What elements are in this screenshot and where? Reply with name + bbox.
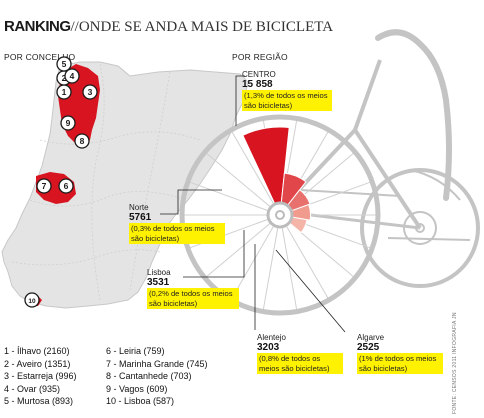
map-marker-5: 5 bbox=[56, 56, 72, 72]
map-marker-circle bbox=[58, 178, 74, 194]
map-marker-10: 10 bbox=[24, 292, 40, 308]
map-marker-label: 2 bbox=[62, 73, 67, 83]
map-marker-7: 7 bbox=[36, 178, 52, 194]
callout-algarve: Algarve 2525 (1% de todos os meios são b… bbox=[357, 333, 443, 374]
callout-algarve-note: (1% de todos os meios são bicicletas) bbox=[357, 353, 443, 374]
ranking-item: 3 - Estarreja (996) bbox=[4, 371, 77, 381]
map-marker-circle bbox=[56, 56, 72, 72]
map-marker-label: 10 bbox=[28, 298, 36, 305]
pie-slice-centro bbox=[242, 126, 290, 217]
callout-centro: CENTRO 15 858 (1,3% de todos os meios sã… bbox=[242, 70, 332, 111]
map-marker-6: 6 bbox=[58, 178, 74, 194]
ranking-item: 7 - Marinha Grande (745) bbox=[106, 358, 208, 369]
wheel-spoke bbox=[231, 131, 281, 216]
callout-norte: Norte 5761 (0,3% de todos os meios são b… bbox=[129, 203, 225, 244]
ranking-item: 5 - Murtosa (893) bbox=[4, 396, 74, 406]
map-marker-label: 8 bbox=[80, 136, 85, 146]
title-sub: //ONDE SE ANDA MAIS DE BICICLETA bbox=[70, 19, 334, 35]
map-marker-circle bbox=[60, 115, 76, 131]
ranking-item: 4 - Ovar (935) bbox=[4, 383, 61, 394]
map-marker-label: 9 bbox=[66, 118, 71, 128]
map-marker-circle bbox=[82, 84, 98, 100]
pie-slice-alentejo bbox=[278, 203, 312, 221]
section-label-municipality: POR CONCELHO bbox=[4, 52, 76, 62]
wheel-spoke bbox=[206, 152, 281, 216]
ranking-list-left: 1 - Ílhavo (2160) 2 - Aveiro (1351) 3 - … bbox=[4, 345, 77, 408]
map-marker-label: 7 bbox=[42, 181, 47, 191]
ranking-item: 2 - Aveiro (1351) bbox=[4, 358, 71, 369]
callout-norte-value: 5761 bbox=[129, 212, 152, 223]
callout-alentejo: Alentejo 3203 (0,8% de todos os meios sã… bbox=[257, 333, 343, 374]
leader-lines bbox=[160, 75, 346, 333]
callout-lisboa-name: Lisboa bbox=[147, 268, 171, 277]
callout-centro-value: 15 858 bbox=[242, 79, 273, 90]
map-marker-4: 4 bbox=[64, 68, 80, 84]
map-marker-circle bbox=[36, 178, 52, 194]
page-title: RANKING//ONDE SE ANDA MAIS DE BICICLETA bbox=[4, 18, 333, 36]
leader-algarve bbox=[275, 249, 346, 333]
map-marker-1: 1 bbox=[56, 84, 72, 100]
callout-alentejo-name: Alentejo bbox=[257, 333, 286, 342]
ranking-item: 1 - Ílhavo (2160) bbox=[4, 346, 70, 356]
wheel-spoke bbox=[231, 214, 281, 299]
map-marker-label: 1 bbox=[62, 87, 67, 97]
wheel-spoke bbox=[206, 214, 281, 278]
map-marker-8: 8 bbox=[74, 133, 90, 149]
map-marker-3: 3 bbox=[82, 84, 98, 100]
map-marker-circle bbox=[64, 68, 80, 84]
wheel-spoke bbox=[279, 214, 329, 299]
ranking-list-right: 6 - Leiria (759) 7 - Marinha Grande (745… bbox=[106, 345, 208, 408]
leader-lisboa bbox=[183, 230, 245, 278]
bicycle-illustration bbox=[278, 29, 480, 288]
wheel-hub-center bbox=[275, 210, 285, 220]
title-main: RANKING bbox=[4, 18, 71, 35]
map-marker-label: 3 bbox=[88, 87, 93, 97]
map-marker-circle bbox=[74, 133, 90, 149]
ranking-item: 6 - Leiria (759) bbox=[106, 346, 165, 356]
map-marker-label: 5 bbox=[62, 59, 67, 69]
map-marker-label: 6 bbox=[64, 181, 69, 191]
source-credit: FONTE: CENSOS 2011 INFOGRAFIA JN bbox=[452, 312, 458, 414]
callout-norte-name: Norte bbox=[129, 203, 149, 212]
callout-lisboa-value: 3531 bbox=[147, 277, 170, 288]
leader-centro bbox=[235, 75, 245, 126]
callout-centro-name: CENTRO bbox=[242, 70, 276, 79]
callout-alentejo-value: 3203 bbox=[257, 342, 280, 353]
leader-norte bbox=[160, 189, 222, 215]
callout-norte-note: (0,3% de todos os meios são bicicletas) bbox=[129, 223, 225, 244]
wheel-spoke bbox=[262, 214, 281, 310]
map-marker-9: 9 bbox=[60, 115, 76, 131]
map-marker-circle bbox=[24, 292, 40, 308]
ranking-item: 10 - Lisboa (587) bbox=[106, 396, 175, 406]
section-label-region: POR REGIÃO bbox=[232, 52, 288, 62]
ranking-item: 9 - Vagos (609) bbox=[106, 383, 168, 394]
wheel-spoke bbox=[189, 181, 281, 216]
front-wheel-rim bbox=[179, 114, 381, 316]
callout-lisboa-note: (0,2% de todos os meios são bicicletas) bbox=[147, 288, 239, 309]
ranking-item: 8 - Cantanhede (703) bbox=[106, 371, 192, 381]
callout-centro-note: (1,3% de todos os meios são bicicletas) bbox=[242, 90, 332, 111]
callout-algarve-name: Algarve bbox=[357, 333, 385, 342]
callout-algarve-value: 2525 bbox=[357, 342, 380, 353]
callout-alentejo-note: (0,8% de todos os meios são bicicletas) bbox=[257, 353, 343, 374]
callout-lisboa: Lisboa 3531 (0,2% de todos os meios são … bbox=[147, 268, 239, 309]
map-marker-label: 4 bbox=[70, 71, 75, 81]
wheel-spoke bbox=[279, 214, 298, 310]
